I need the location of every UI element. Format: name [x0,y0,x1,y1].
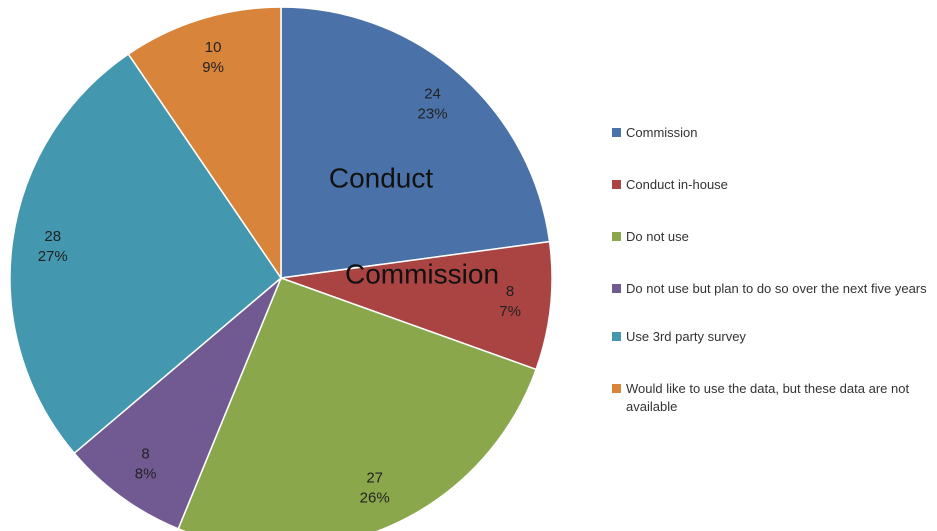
legend-item: Use 3rd party survey [612,328,934,346]
legend-item: Commission [612,124,934,142]
pie-slice [9,53,283,455]
pie-slice [127,6,282,281]
legend-item: Do not use but plan to do so over the ne… [612,280,934,298]
legend-item: Conduct in-house [612,176,934,194]
pie-slice [280,240,553,371]
legend-label: Conduct in-house [626,177,728,192]
legend-label: Use 3rd party survey [626,329,746,344]
pie-slice [73,277,282,530]
legend-swatch [612,128,621,137]
data-label: 8 [506,283,514,300]
legend-swatch [612,232,621,241]
pie-slice [177,277,538,531]
data-label: 8 [141,445,149,462]
percent-label: 9% [202,59,224,76]
legend-item: Would like to use the data, but these da… [612,380,934,416]
data-label: 27 [366,469,383,486]
percent-label: 27% [38,248,68,265]
data-label: 28 [44,228,61,245]
legend-item: Do not use [612,228,934,246]
legend-swatch [612,384,621,393]
data-label: 24 [424,85,441,102]
percent-label: 7% [499,303,521,320]
legend-label: Do not use but plan to do so over the ne… [626,281,927,296]
legend-label: Would like to use the data, but these da… [626,381,910,414]
pie-slice [280,6,551,279]
data-label: 10 [205,39,222,56]
legend-label: Commission [626,125,698,140]
annotation: Commission [345,258,499,289]
legend-swatch [612,284,621,293]
legend-swatch [612,332,621,341]
percent-label: 23% [418,105,448,122]
percent-label: 26% [360,489,390,506]
legend-swatch [612,180,621,189]
legend-label: Do not use [626,229,689,244]
percent-label: 8% [135,465,157,482]
annotation: Conduct [329,162,434,193]
